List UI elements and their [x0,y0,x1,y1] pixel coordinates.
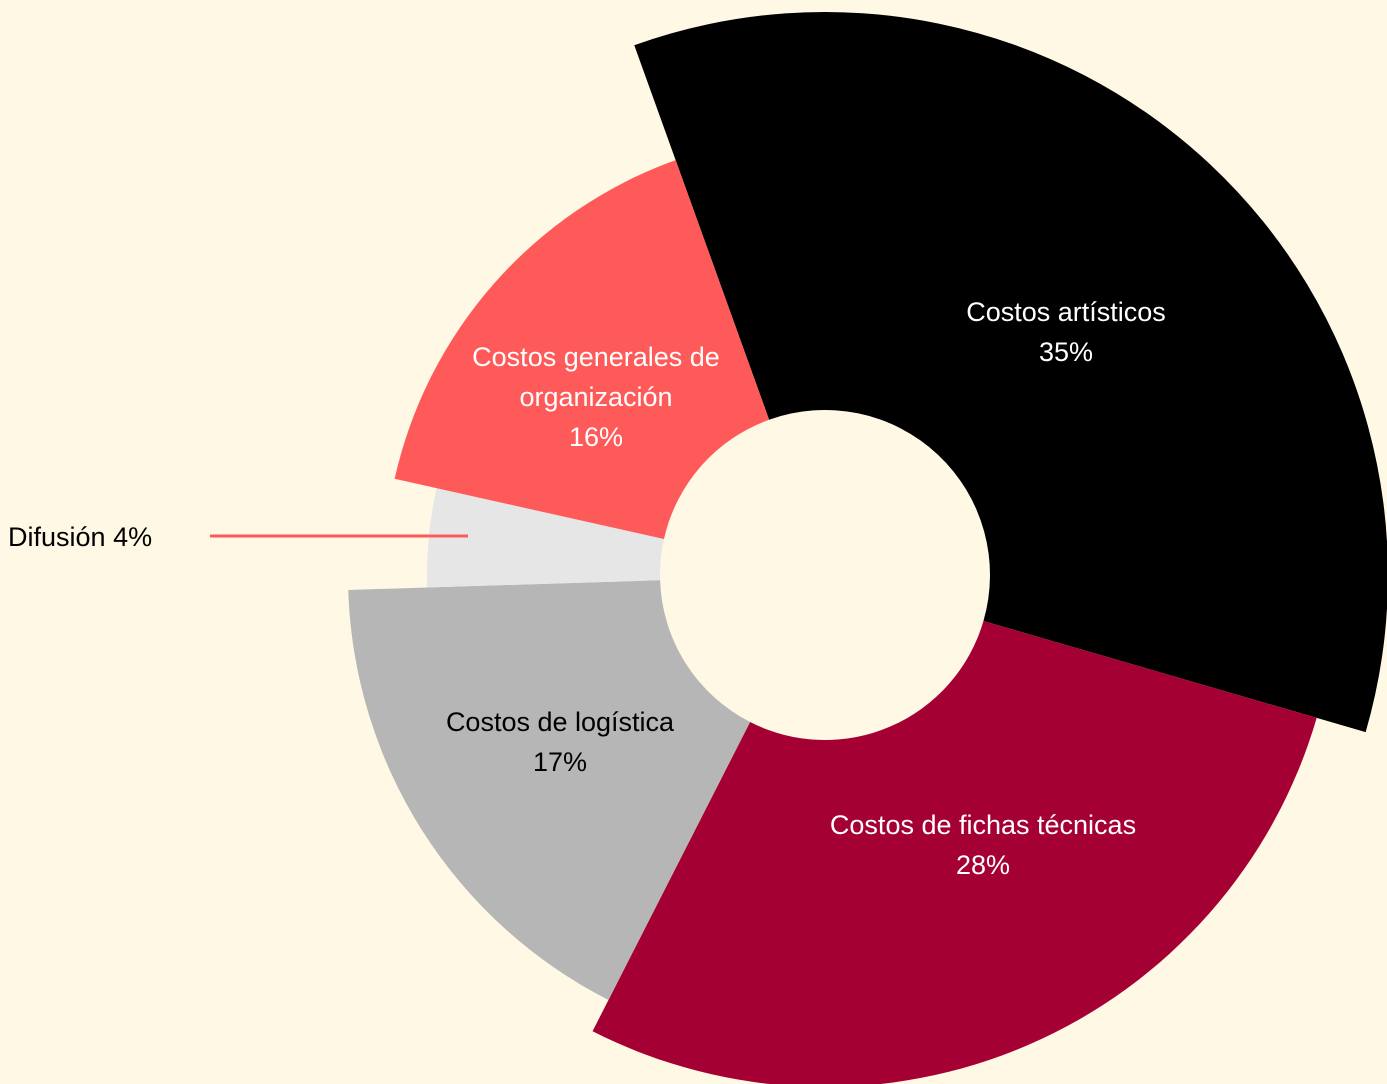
slice-label: Difusión 4% [8,517,152,557]
slice-name: Costos generales de organización [472,342,720,412]
slice-value: 35% [1038,337,1094,367]
slice-name: Costos artísticos [966,297,1166,327]
pie-slice [394,160,770,540]
slice-value: 16% [568,422,624,452]
slice-label: Costos de fichas técnicas 28% [773,805,1193,885]
slice-value: 4% [113,522,153,552]
pie-slice [634,12,1387,733]
pie-slice [592,621,1317,1084]
slice-label: Costos de logística 17% [400,702,720,782]
slice-label: Costos generales de organización 16% [456,337,736,457]
slice-name: Costos de fichas técnicas [829,810,1137,840]
slice-value: 17% [532,747,588,777]
pie-slice [348,580,751,1001]
slice-name: Costos de logística [445,707,675,737]
slice-value: 28% [955,850,1011,880]
slice-label: Costos artísticos 35% [906,292,1226,372]
slice-name: Difusión [8,522,106,552]
pie-slice [427,488,664,588]
